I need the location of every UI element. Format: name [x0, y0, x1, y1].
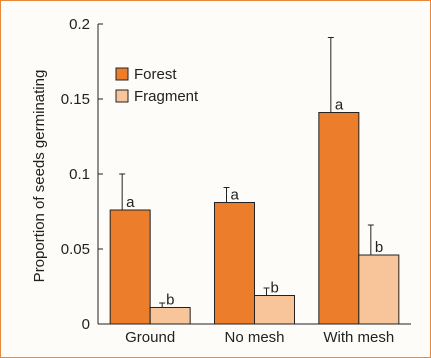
x-tick-label: With mesh [323, 329, 394, 346]
significance-label: a [126, 194, 135, 211]
significance-label: b [166, 292, 174, 309]
legend: Forest Fragment [115, 66, 199, 105]
bar-fragment [358, 254, 400, 325]
significance-label: a [335, 97, 344, 114]
bar-forest [109, 209, 151, 325]
y-axis-label: Proportion of seeds germinating [31, 70, 48, 283]
y-ticks: 0 0.05 0.1 0.15 0.2 [61, 16, 103, 333]
x-tick-label: No mesh [224, 329, 284, 346]
y-tick-label: 0.15 [61, 91, 90, 108]
significance-label: b [375, 239, 383, 256]
x-tick-label: Ground [125, 329, 175, 346]
bars: a b a b a b [109, 37, 400, 325]
y-tick-label: 0.2 [69, 16, 90, 33]
y-tick-label: 0.05 [61, 241, 90, 258]
bar-forest [318, 112, 360, 325]
bar-fragment [254, 295, 295, 325]
bar-fragment [149, 307, 191, 325]
significance-label: b [271, 280, 279, 297]
legend-swatch-fragment [115, 89, 129, 103]
y-tick-label: 0 [82, 316, 90, 333]
legend-swatch-forest [115, 67, 129, 81]
bar-forest [214, 202, 255, 325]
significance-label: a [231, 187, 240, 204]
legend-label-forest: Forest [134, 66, 177, 83]
y-tick-label: 0.1 [69, 166, 90, 183]
x-ticks: Ground No mesh With mesh [125, 329, 394, 346]
legend-label-fragment: Fragment [134, 88, 199, 105]
